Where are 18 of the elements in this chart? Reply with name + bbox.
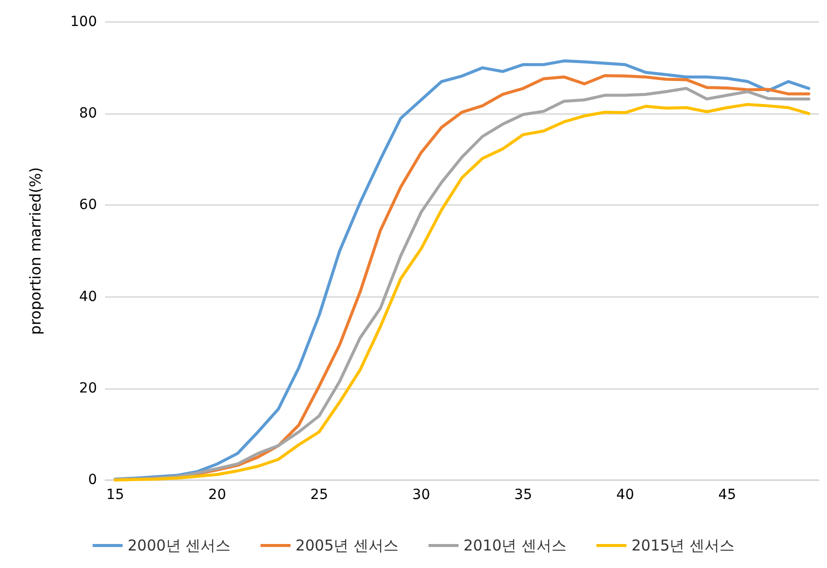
- legend-label: 2015년 센서스: [631, 536, 734, 554]
- y-tick-label: 20: [79, 380, 97, 396]
- x-tick-label: 20: [208, 487, 226, 503]
- y-tick-label: 100: [70, 14, 97, 30]
- x-tick-label: 45: [718, 487, 736, 503]
- legend-label: 2010년 센서스: [464, 536, 566, 554]
- y-tick-label: 40: [79, 288, 97, 305]
- legend-label: 2005년 센서스: [296, 536, 399, 554]
- x-tick-label: 35: [514, 487, 532, 503]
- y-axis-title: proportion married(%): [26, 167, 44, 335]
- y-tick-label: 60: [79, 197, 97, 214]
- y-tick-label: 80: [79, 106, 97, 122]
- x-tick-label: 15: [106, 487, 124, 503]
- x-tick-label: 30: [412, 487, 430, 503]
- y-tick-label: 0: [88, 472, 97, 488]
- x-tick-label: 25: [310, 487, 328, 503]
- legend-label: 2000년 센서스: [128, 536, 231, 554]
- x-tick-label: 40: [616, 487, 634, 503]
